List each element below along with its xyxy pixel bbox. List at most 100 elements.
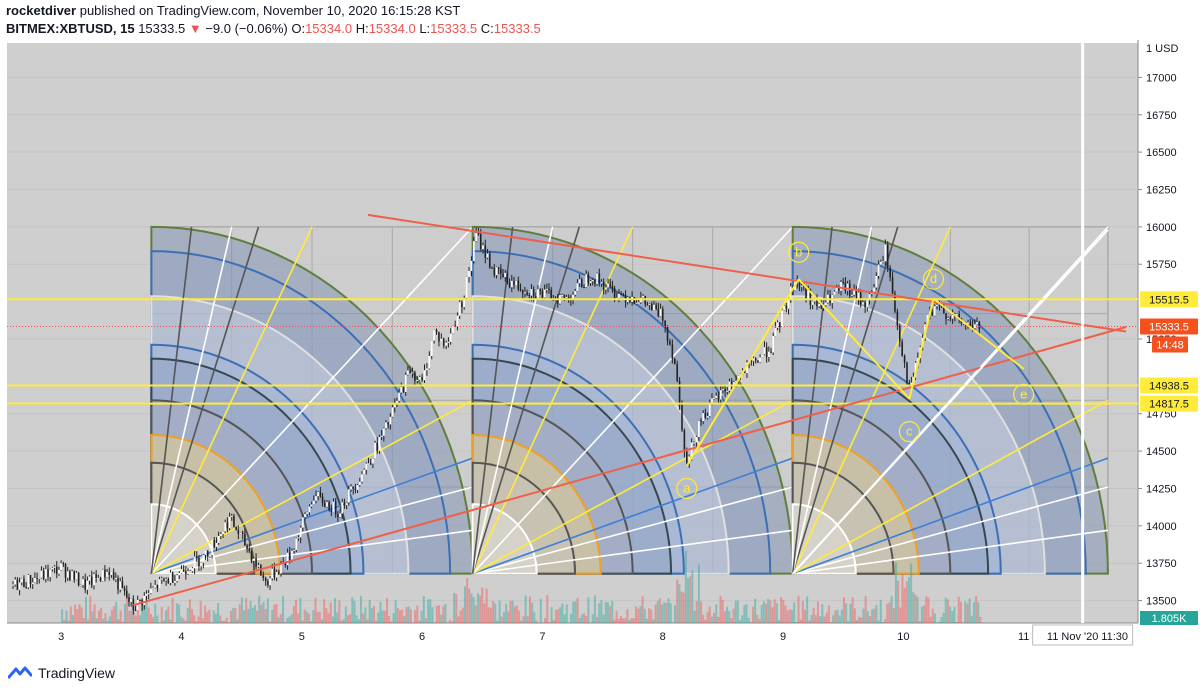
candle-body [565, 297, 568, 299]
candle-body [875, 275, 878, 288]
volume-bar [739, 620, 742, 623]
volume-bar [546, 595, 549, 623]
trendline-yellow [932, 297, 1025, 370]
candle-body [894, 293, 896, 312]
volume-bar [217, 602, 220, 623]
candle-body [526, 292, 528, 295]
volume-bar [925, 596, 928, 623]
volume-bar [299, 597, 302, 623]
volume-bar [355, 615, 358, 623]
candle-body [367, 463, 370, 465]
candle-body [339, 513, 341, 518]
candle-body [949, 317, 952, 319]
volume-bar [858, 616, 861, 623]
candle-body [53, 566, 56, 568]
candle-body [783, 305, 785, 311]
candle-body [115, 578, 117, 580]
candle-body [818, 303, 820, 307]
candle-body [134, 610, 137, 612]
volume-bar [710, 616, 713, 623]
time-tick-label: 3 [58, 631, 64, 643]
candle-body [226, 522, 229, 529]
volume-bar [526, 616, 529, 623]
candle-body [974, 324, 976, 329]
candle-body [25, 586, 27, 588]
candle-body [785, 305, 788, 309]
volume-bar [459, 610, 462, 623]
candle-body [704, 413, 707, 418]
volume-bar [154, 603, 157, 623]
candle-body [267, 581, 269, 586]
volume-bar [171, 597, 174, 623]
volume-bar [351, 597, 354, 623]
author-name[interactable]: rocketdiver [6, 3, 77, 18]
volume-bar [362, 613, 365, 623]
candle-body [182, 569, 185, 572]
candle-body [889, 267, 891, 278]
candle-body [891, 277, 894, 294]
price-tick-label: 14000 [1146, 521, 1177, 533]
candle-body [121, 581, 124, 589]
candle-body [416, 379, 419, 381]
volume-bar [74, 604, 77, 623]
volume-bar [143, 597, 146, 623]
candle-body [337, 514, 339, 518]
volume-bar [810, 614, 813, 623]
candle-body [244, 533, 246, 546]
price-chart[interactable]: a b c d e 1 USD 17000 16750 16500 16250 16000 15750… [0, 40, 1200, 660]
candle-body [271, 568, 274, 579]
tradingview-logo-icon [8, 666, 32, 679]
volume-bar [866, 611, 869, 623]
volume-bar [563, 614, 566, 623]
candle-body [233, 515, 235, 527]
volume-bar [266, 598, 269, 623]
volume-bar [788, 609, 791, 623]
volume-bar [814, 615, 817, 623]
volume-bar [368, 599, 371, 623]
volume-bar [799, 619, 802, 623]
candle-body [862, 302, 864, 305]
volume-bar [483, 603, 486, 623]
volume-bar [745, 604, 748, 623]
candle-body [563, 294, 566, 298]
candle-body [458, 302, 461, 316]
candle-body [574, 291, 577, 295]
volume-bar [949, 606, 952, 623]
candle-body [40, 570, 43, 578]
volume-bar [793, 602, 796, 623]
candle-body [583, 286, 585, 288]
volume-bar [842, 597, 845, 623]
volume-bar [868, 616, 871, 623]
candle-body [62, 563, 65, 565]
volume-bar [877, 620, 880, 623]
gann-fan-line [472, 486, 793, 575]
volume-bar [548, 622, 551, 623]
volume-bar [357, 619, 360, 623]
volume-bar [879, 599, 882, 623]
volume-bar [953, 606, 956, 623]
candle-body [635, 302, 638, 304]
chart-area[interactable]: a b c d e 1 USD 17000 16750 16500 16250 16000 15750… [0, 40, 1200, 660]
footer-brand[interactable]: TradingView [8, 662, 115, 684]
candle-body [882, 261, 884, 263]
volume-bar [141, 598, 144, 623]
volume-bar [812, 607, 815, 623]
candle-body [313, 500, 315, 505]
crosshair-date: 11 Nov '20 [1047, 631, 1098, 643]
gann-fan-line [471, 226, 514, 574]
candle-body [609, 283, 612, 286]
candle-body [117, 578, 119, 590]
candle-body [304, 514, 306, 518]
candle-body [508, 282, 511, 288]
candle-body [659, 308, 662, 317]
candle-body [713, 397, 715, 399]
candle-body [864, 302, 866, 308]
symbol-name[interactable]: BITMEX:XBTUSD, 15 [6, 21, 135, 36]
candle-body [86, 580, 89, 590]
volume-bar [806, 596, 809, 623]
candle-body [235, 526, 237, 531]
volume-bar [225, 617, 228, 623]
candle-body [502, 273, 504, 278]
volume-bar [931, 608, 934, 623]
candle-body [58, 569, 60, 574]
